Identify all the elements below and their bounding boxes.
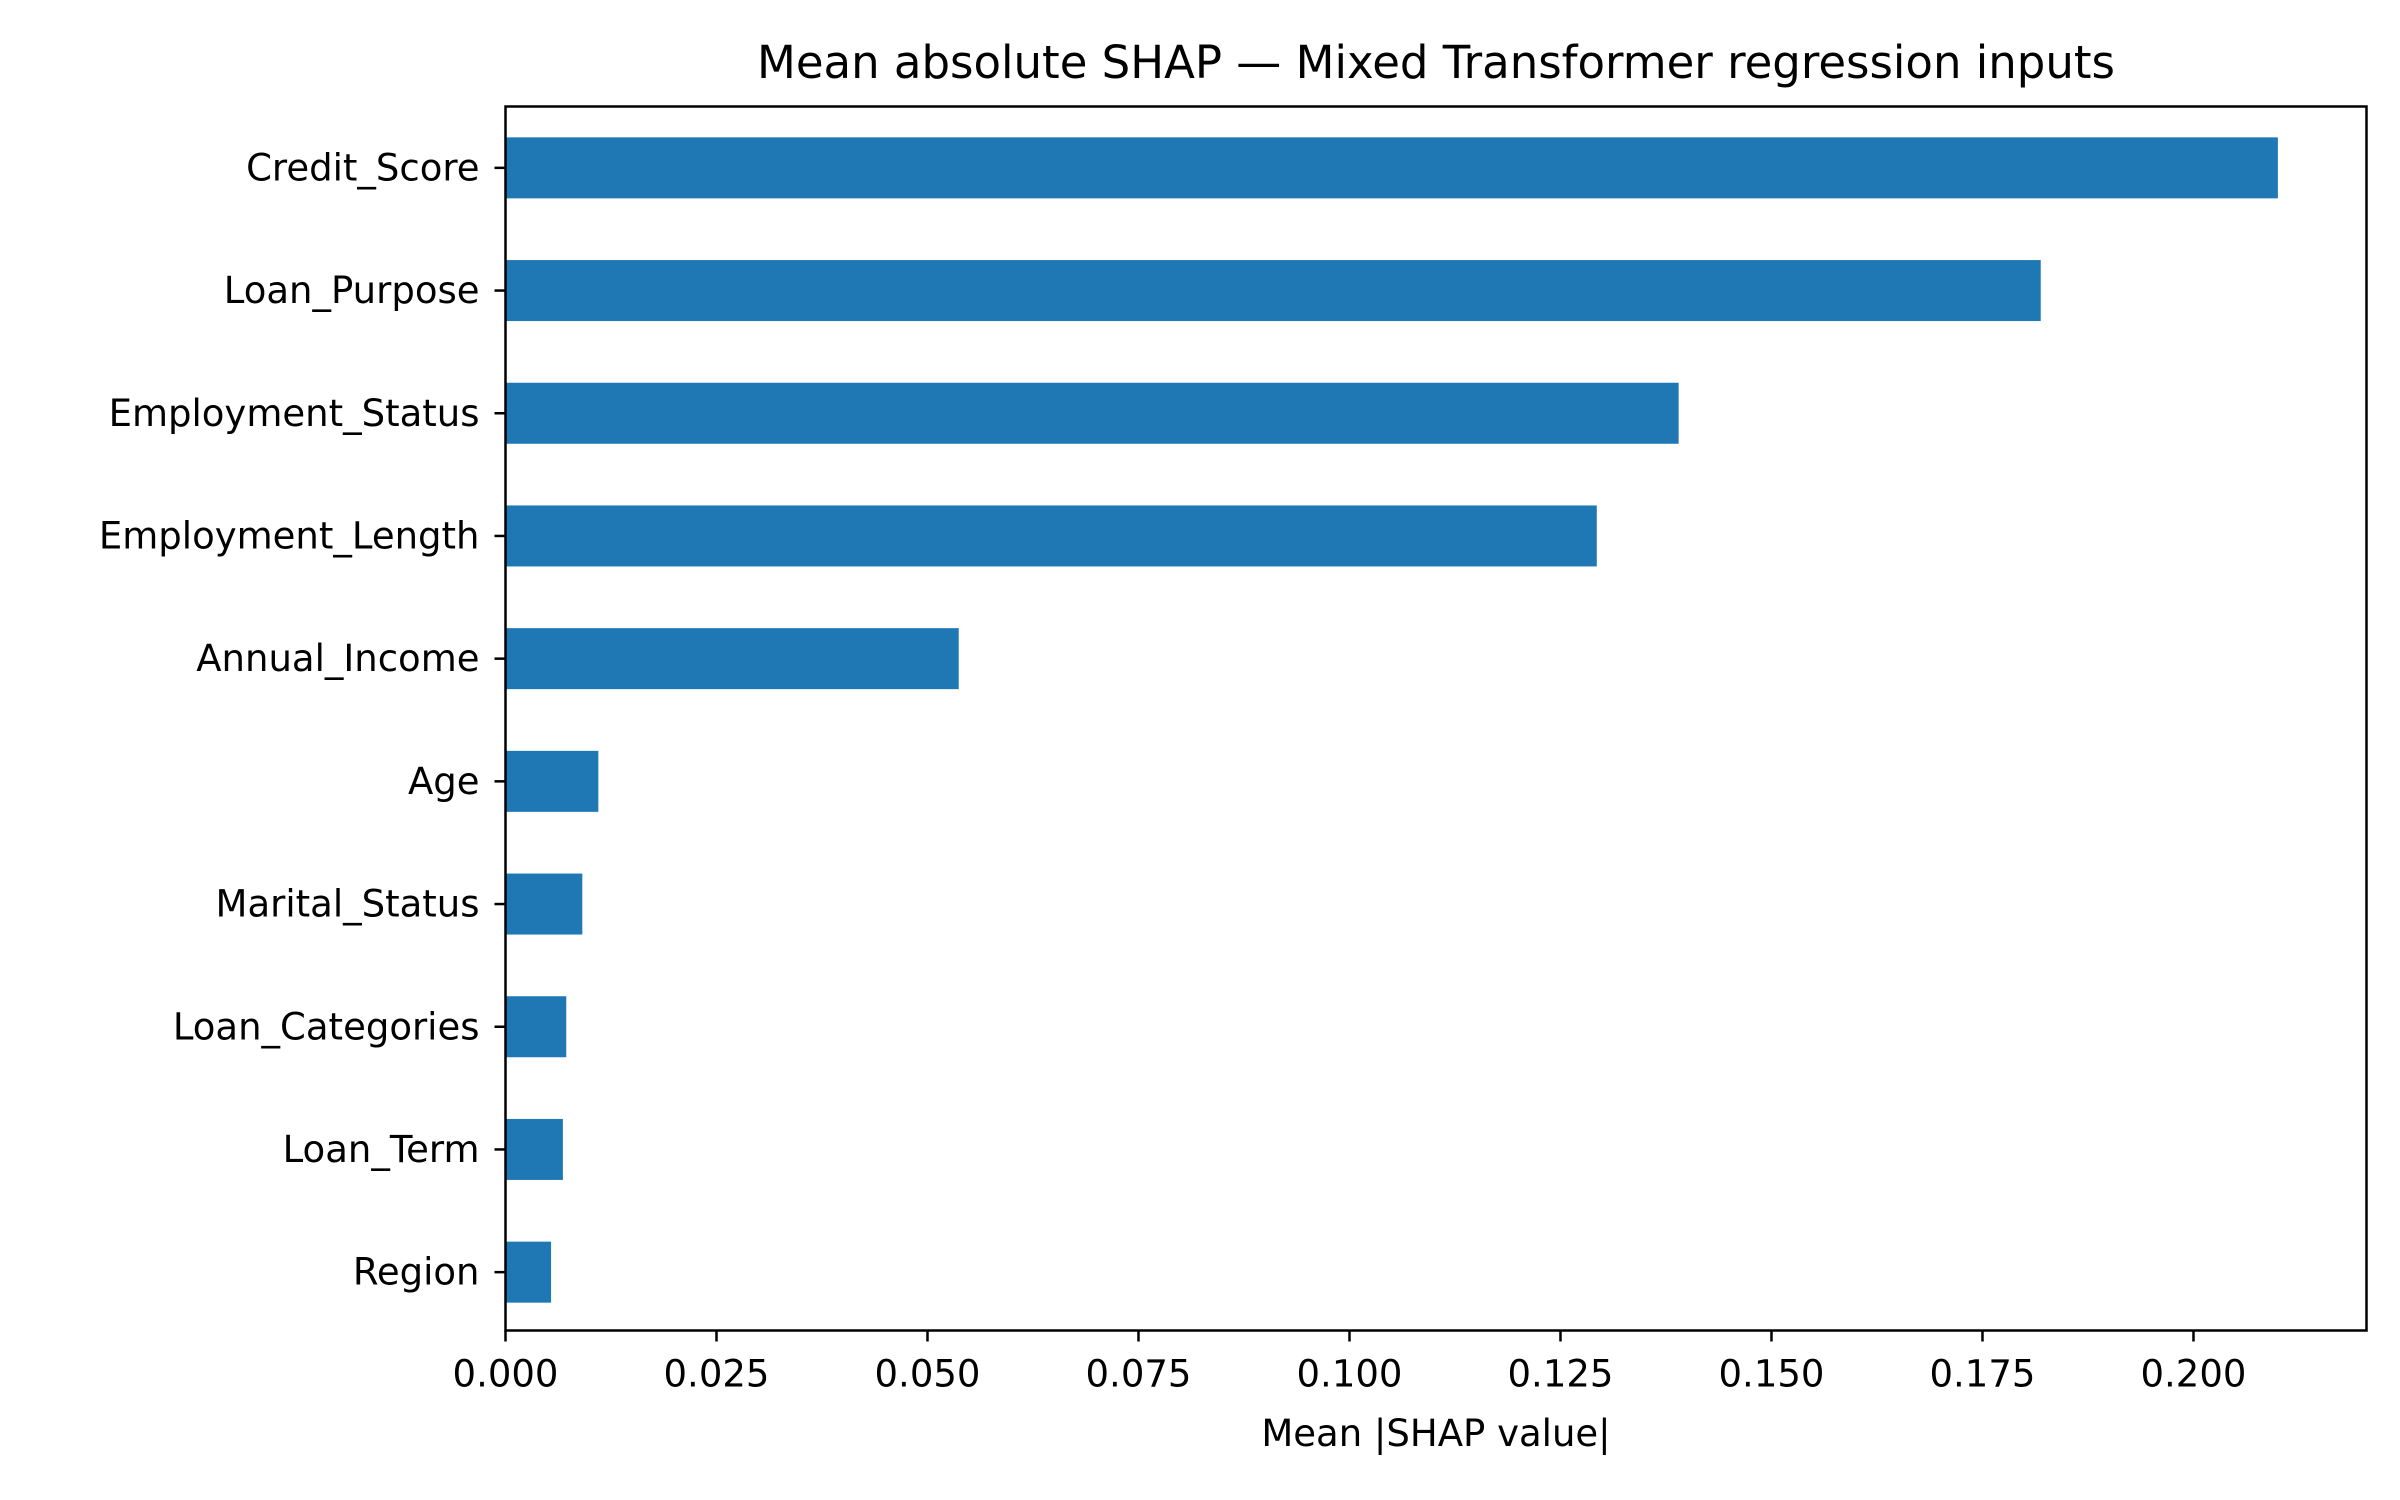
bar-age: [505, 750, 599, 812]
x-tick-label: 0.075: [1086, 1353, 1192, 1396]
y-tick-label: Region: [353, 1251, 480, 1294]
x-axis: 0.000 0.025 0.050 0.075 0.100 0.125 0.150 0.175…: [453, 1330, 2247, 1396]
bar-loan-term: [505, 1118, 563, 1180]
bar-annual-income: [505, 628, 959, 690]
y-tick-label: Loan_Categories: [173, 1005, 480, 1048]
bar-employment-length: [505, 505, 1597, 567]
y-tick-label: Credit_Score: [246, 146, 479, 189]
y-axis: Credit_Score Loan_Purpose Employment_Statu…: [99, 146, 506, 1294]
bar-loan-categories: [505, 996, 567, 1058]
x-tick-label: 0.175: [1930, 1353, 2036, 1396]
y-tick-label: Loan_Purpose: [224, 269, 480, 312]
y-tick-label: Loan_Term: [283, 1128, 480, 1171]
bar-credit-score: [505, 137, 2278, 199]
y-tick-label: Annual_Income: [196, 637, 479, 680]
y-tick-label: Age: [408, 760, 480, 803]
plot-frame: [504, 105, 2368, 1332]
bar-marital-status: [505, 873, 583, 935]
bar-employment-status: [505, 382, 1679, 444]
x-axis-label: Mean |SHAP value|: [1261, 1412, 1610, 1455]
x-tick-label: 0.150: [1719, 1353, 1825, 1396]
x-tick-label: 0.000: [453, 1353, 559, 1396]
bar-loan-purpose: [505, 260, 2041, 322]
chart-title: Mean absolute SHAP — Mixed Transformer r…: [757, 36, 2115, 89]
x-tick-label: 0.125: [1508, 1353, 1614, 1396]
y-tick-label: Marital_Status: [216, 883, 480, 926]
x-tick-label: 0.200: [2141, 1353, 2247, 1396]
x-tick-label: 0.100: [1297, 1353, 1403, 1396]
y-tick-label: Employment_Status: [109, 392, 480, 435]
bars-layer: [505, 137, 2278, 1303]
x-tick-label: 0.050: [875, 1353, 981, 1396]
x-tick-label: 0.025: [664, 1353, 770, 1396]
y-tick-label: Employment_Length: [99, 514, 480, 557]
bar-region: [505, 1241, 552, 1303]
